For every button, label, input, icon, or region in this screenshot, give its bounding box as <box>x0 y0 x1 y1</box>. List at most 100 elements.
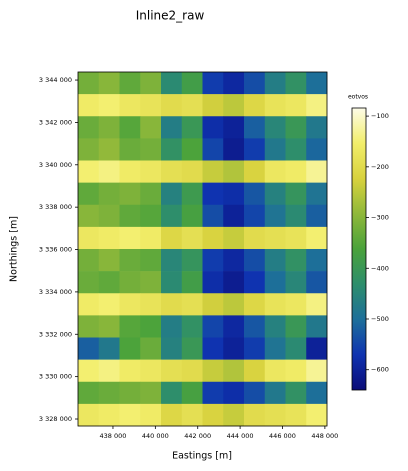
heatmap-cell <box>244 271 266 294</box>
x-axis-label: Eastings [m] <box>172 451 232 462</box>
heatmap-cell <box>161 249 183 272</box>
heatmap-cell <box>161 94 183 117</box>
heatmap-cell <box>181 271 203 294</box>
heatmap-cell <box>244 204 266 228</box>
heatmap-cell <box>119 293 141 316</box>
heatmap-cell <box>181 116 203 139</box>
heatmap-cell <box>223 72 245 95</box>
y-tick-label: 3 332 000 <box>39 330 72 338</box>
heatmap-cell <box>161 337 183 360</box>
heatmap-cell <box>306 293 328 316</box>
heatmap-cell <box>264 138 286 161</box>
heatmap-cell <box>119 160 141 183</box>
heatmap-cell <box>306 249 328 272</box>
heatmap-cell <box>78 337 100 360</box>
heatmap-cell <box>223 94 245 117</box>
heatmap-cell <box>285 138 307 161</box>
heatmap-cell <box>285 204 307 228</box>
heatmap-cell <box>140 381 162 405</box>
heatmap-cell <box>244 116 266 139</box>
heatmap-cell <box>202 160 224 183</box>
heatmap-cell <box>202 249 224 272</box>
colorbar-tick-label: −400 <box>371 264 389 272</box>
heatmap-cell <box>285 403 307 427</box>
heatmap-cell <box>161 315 183 338</box>
heatmap-cell <box>244 138 266 161</box>
heatmap-cell <box>161 204 183 228</box>
heatmap-cell <box>140 204 162 228</box>
heatmap-cell <box>244 337 266 360</box>
y-tick-label: 3 334 000 <box>39 288 72 296</box>
heatmap-cell <box>161 160 183 183</box>
heatmap-cell <box>306 72 328 95</box>
heatmap-cell <box>98 249 120 272</box>
heatmap-cell <box>119 337 141 360</box>
heatmap-cell <box>140 226 162 250</box>
heatmap-cell <box>78 315 100 338</box>
heatmap-cell <box>78 138 100 161</box>
heatmap-cell <box>78 381 100 405</box>
heatmap-cell <box>202 293 224 316</box>
heatmap-cell <box>264 72 286 95</box>
heatmap-cell <box>306 337 328 360</box>
heatmap-cell <box>98 337 120 360</box>
heatmap-cell <box>78 204 100 228</box>
heatmap-cell <box>306 116 328 139</box>
heatmap-cell <box>223 315 245 338</box>
heatmap-cell <box>285 249 307 272</box>
heatmap-cell <box>98 359 120 383</box>
heatmap-cell <box>306 403 328 427</box>
heatmap-cell <box>78 160 100 183</box>
heatmap-cell <box>223 204 245 228</box>
heatmap-cell <box>202 72 224 95</box>
y-tick-label: 3 340 000 <box>39 161 72 169</box>
heatmap-cell <box>98 226 120 250</box>
x-tick-label: 448 000 <box>311 432 338 440</box>
heatmap-cell <box>140 160 162 183</box>
heatmap-cell <box>306 182 328 206</box>
heatmap-cell <box>202 204 224 228</box>
heatmap-cell <box>264 403 286 427</box>
heatmap-cell <box>78 116 100 139</box>
heatmap-cell <box>306 271 328 294</box>
heatmap-cell <box>161 116 183 139</box>
heatmap-cell <box>140 182 162 206</box>
heatmap-cell <box>181 381 203 405</box>
heatmap-cell <box>98 315 120 338</box>
heatmap-cell <box>78 293 100 316</box>
colorbar-label: eotvos <box>348 94 368 101</box>
heatmap-cell <box>119 381 141 405</box>
heatmap-cell <box>161 359 183 383</box>
heatmap-cell <box>202 381 224 405</box>
heatmap-cell <box>119 116 141 139</box>
y-tick-label: 3 328 000 <box>39 415 72 423</box>
heatmap-cell <box>306 160 328 183</box>
heatmap-cell <box>264 116 286 139</box>
colorbar <box>351 107 367 391</box>
heatmap-cell <box>306 381 328 405</box>
heatmap-cell <box>244 293 266 316</box>
heatmap-cell <box>202 359 224 383</box>
heatmap-cell <box>244 72 266 95</box>
colorbar-tick-label: −100 <box>371 112 389 120</box>
heatmap-cell <box>119 138 141 161</box>
heatmap-cell <box>98 182 120 206</box>
heatmap-cell <box>161 138 183 161</box>
heatmap-cell <box>244 94 266 117</box>
heatmap-cell <box>98 72 120 95</box>
heatmap-cell <box>264 94 286 117</box>
y-tick-label: 3 336 000 <box>39 246 72 254</box>
heatmap-cell <box>223 359 245 383</box>
heatmap-cell <box>119 94 141 117</box>
heatmap-cell <box>306 94 328 117</box>
colorbar-tick-label: −600 <box>371 366 389 374</box>
heatmap-cell <box>223 249 245 272</box>
heatmap-cell <box>78 226 100 250</box>
heatmap-cell <box>98 293 120 316</box>
heatmap-cell <box>223 337 245 360</box>
heatmap-cell <box>119 359 141 383</box>
heatmap-cell <box>161 182 183 206</box>
heatmap-cell <box>119 271 141 294</box>
heatmap-cell <box>161 72 183 95</box>
